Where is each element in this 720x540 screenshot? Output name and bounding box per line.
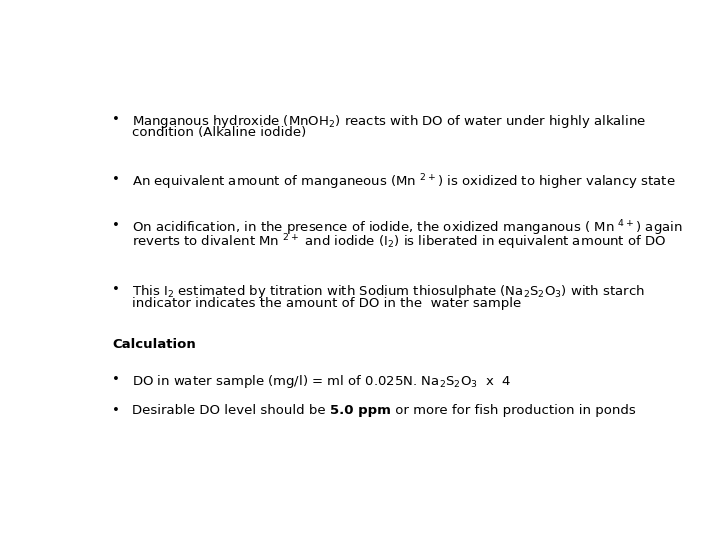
Text: •: • xyxy=(112,173,120,186)
Text: •: • xyxy=(112,283,120,296)
Text: DO in water sample (mg/l) = ml of 0.025N. Na$_2$S$_2$O$_3$  x  4: DO in water sample (mg/l) = ml of 0.025N… xyxy=(132,373,511,390)
Text: 5.0 ppm: 5.0 ppm xyxy=(330,403,391,416)
Text: •: • xyxy=(112,373,120,386)
Text: •: • xyxy=(112,219,120,232)
Text: Calculation: Calculation xyxy=(112,338,196,351)
Text: reverts to divalent Mn $^{2+}$ and iodide (I$_2$) is liberated in equivalent amo: reverts to divalent Mn $^{2+}$ and iodid… xyxy=(132,233,666,252)
Text: An equivalent amount of manganeous (Mn $^{2+}$) is oxidized to higher valancy st: An equivalent amount of manganeous (Mn $… xyxy=(132,173,675,192)
Text: •: • xyxy=(112,403,120,416)
Text: On acidification, in the presence of iodide, the oxidized manganous ( Mn $^{4+}$: On acidification, in the presence of iod… xyxy=(132,219,683,238)
Text: condition (Alkaline iodide): condition (Alkaline iodide) xyxy=(132,126,306,139)
Text: indicator indicates the amount of DO in the  water sample: indicator indicates the amount of DO in … xyxy=(132,296,521,309)
Text: This I$_2$ estimated by titration with Sodium thiosulphate (Na$_2$S$_2$O$_3$) wi: This I$_2$ estimated by titration with S… xyxy=(132,283,644,300)
Text: Manganous hydroxide (MnOH$_2$) reacts with DO of water under highly alkaline: Manganous hydroxide (MnOH$_2$) reacts wi… xyxy=(132,112,646,130)
Text: Desirable DO level should be: Desirable DO level should be xyxy=(132,403,330,416)
Text: or more for fish production in ponds: or more for fish production in ponds xyxy=(391,403,635,416)
Text: •: • xyxy=(112,112,120,125)
